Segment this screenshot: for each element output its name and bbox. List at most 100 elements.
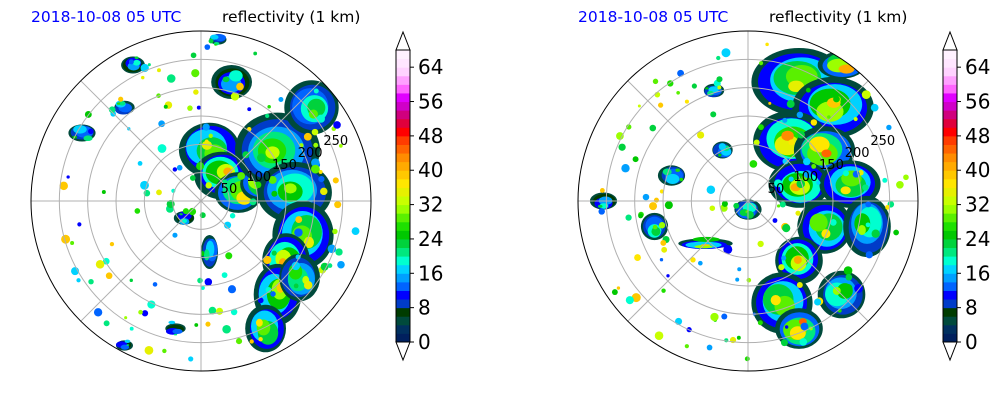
echo-speckle [66,175,70,179]
echo-speckle [706,344,713,351]
colorbar-segment [943,144,957,154]
echo-speckle [311,158,320,167]
radial-line [627,80,749,202]
echo-speckle [333,121,341,129]
echo-speckle [698,260,703,266]
echo-speckle [77,222,82,227]
echo-speckle [721,313,728,320]
colorbar-segment [396,84,410,94]
reflectivity-field [59,34,360,362]
echo-cell [229,70,243,82]
echo-cell [793,256,802,264]
colorbar-extend-max [942,30,958,51]
echo-speckle [129,278,133,283]
radial-line [200,80,322,202]
echo-cell [172,328,183,334]
echo-speckle [788,139,795,146]
echo-speckle [649,202,658,211]
echo-speckle [780,339,788,347]
echo-speckle [803,170,812,179]
echo-speckle [129,326,134,331]
echo-speckle [843,266,853,275]
echo-cell [210,34,219,40]
echo-speckle [197,277,203,284]
echo-speckle [723,244,733,254]
echo-speckle [93,308,103,317]
echo-speckle [696,131,705,139]
colorbar-segment [396,247,410,257]
echo-cell [705,87,709,90]
echo-speckle [320,187,328,196]
echo-speckle [320,262,329,271]
echo-speckle [599,188,605,193]
polar-grid [578,31,918,371]
echo-speckle [611,289,618,296]
echo-speckle [616,286,621,290]
colorbar-tick-label: 16 [965,261,990,285]
colorbar-tick-label: 0 [418,330,431,354]
echo-speckle [268,175,277,184]
colorbar-tick-label: 24 [965,227,990,251]
echo-speckle [235,338,243,345]
colorbar-segment [396,230,410,240]
echo-cell [597,204,603,208]
echo-speckle [621,164,630,173]
echo-speckle [803,157,811,166]
colorbar-tick-label: 0 [965,330,978,354]
echo-speckle [865,251,873,259]
echo-speckle [313,142,319,148]
echo-speckle [295,254,301,260]
echo-speckle [886,124,892,131]
echo-speckle [351,227,360,236]
colorbar-segment [943,135,957,145]
echo-speckle [746,210,754,219]
echo-speckle [204,139,209,144]
echo-speckle [271,250,277,256]
echo-speckle [862,184,869,191]
echo-speckle [196,162,205,171]
echo-speckle [842,170,849,177]
echo-speckle [193,89,199,95]
echo-speckle [102,257,110,265]
colorbar-segment [943,118,957,128]
colorbar-segment [943,101,957,111]
echo-speckle [162,348,167,354]
echo-cell [134,56,139,60]
echo-speckle [626,124,632,130]
echo-speckle [263,255,272,265]
echo-cell [675,168,680,172]
echo-speckle [788,176,794,182]
echo-speckle [642,193,650,201]
colorbar-extend-max [395,30,411,51]
echo-speckle [814,298,822,306]
echo-speckle [249,198,257,206]
colorbar-segment [943,75,957,85]
colorbar: 0 8 16 24 32 40 48 56 64 [395,30,443,362]
echo-speckle [267,105,271,109]
echo-speckle [88,128,94,135]
echo-cell [781,130,794,141]
colorbar-segment [396,307,410,317]
echo-cell [303,236,315,249]
echo-speckle [796,282,803,289]
echo-speckle [166,74,176,83]
echo-speckle [334,201,342,209]
echo-speckle [658,102,664,108]
echo-cell [201,140,213,150]
echo-speckle [654,331,664,340]
echo-speckle [230,308,238,316]
echo-speckle [254,181,262,189]
echo-speckle [710,312,719,322]
colorbar-segment [396,324,410,334]
echo-speckle [735,277,740,282]
ring-label: 200 [298,146,323,161]
echo-speckle [684,344,689,349]
colorbar-segment [396,316,410,326]
echo-speckle [225,252,233,260]
echo-speckle [690,257,696,263]
echo-speckle [204,278,213,286]
colorbar-segment [943,170,957,180]
echo-speckle [311,164,320,174]
echo-speckle [70,240,75,245]
